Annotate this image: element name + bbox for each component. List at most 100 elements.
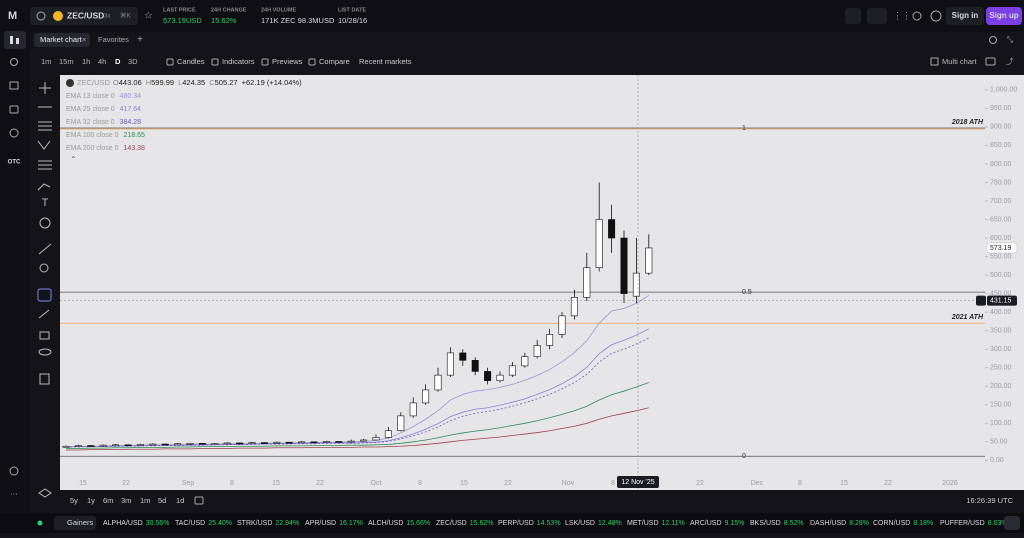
ema-line (66, 337, 649, 448)
timeframe[interactable]: 4h (98, 57, 106, 66)
range-button[interactable]: 6m (103, 496, 113, 505)
tool[interactable]: Recent markets (359, 57, 412, 66)
add-tab[interactable]: + (137, 35, 143, 46)
more-icon[interactable]: ⋯ (10, 489, 18, 498)
tool[interactable]: Candles (177, 57, 205, 66)
favorite-star[interactable]: ☆ (144, 11, 153, 22)
help-icon[interactable] (9, 466, 19, 476)
ticker-item[interactable]: PERP/USD 14.53% (498, 520, 561, 527)
tab-active[interactable] (34, 33, 90, 47)
fullscreen-icon[interactable]: ⤡ (1007, 35, 1014, 44)
x-tick-label: 2026 (942, 480, 958, 487)
candle-body (248, 442, 256, 444)
timeframe[interactable]: 1h (82, 57, 90, 66)
ticker-next[interactable] (1004, 516, 1020, 530)
tool-icon[interactable] (166, 58, 174, 66)
tool-icon[interactable] (308, 58, 316, 66)
delete-tool[interactable] (39, 373, 50, 385)
ticker-item[interactable]: APR/USD 16.17% (305, 520, 363, 527)
dropdown-button[interactable] (867, 8, 887, 24)
y-tick-label: 650.00 (990, 216, 1012, 223)
ticker-change: 8.18% (913, 520, 933, 527)
sign-in[interactable]: Sign in (952, 11, 979, 20)
magnet-tool[interactable] (37, 288, 52, 302)
text-tool[interactable]: T (42, 197, 49, 209)
ticker-pair: ARC/USD (690, 520, 722, 527)
sign-up[interactable]: Sign up (989, 11, 1018, 20)
draw-mode-tool[interactable] (38, 309, 50, 319)
range-button[interactable]: 5d (158, 496, 166, 505)
tool-icon[interactable] (211, 58, 219, 66)
ticker-item[interactable]: DASH/USD 8.28% (810, 520, 869, 527)
sidebar-icon[interactable] (9, 105, 19, 114)
range-button[interactable]: 3m (121, 496, 131, 505)
emoji-tool[interactable] (39, 217, 51, 229)
ticker-pair: PUFFER/USD (940, 520, 985, 527)
channel-tool[interactable] (38, 121, 52, 131)
multi-chart-checkbox[interactable] (930, 57, 939, 66)
layers-tool[interactable] (38, 488, 52, 498)
ticker-item[interactable]: ALCH/USD 15.66% (368, 520, 430, 527)
tool[interactable]: Previews (272, 57, 303, 66)
timeframe[interactable]: 15m (59, 57, 74, 66)
ticker-item[interactable]: PUFFER/USD 8.03% (940, 520, 1008, 527)
tool[interactable]: Compare (319, 57, 350, 66)
candle-body (521, 356, 529, 367)
tab[interactable]: Market chart (40, 35, 83, 44)
timeframe[interactable]: D (115, 57, 121, 66)
tab-close[interactable]: × (82, 35, 86, 44)
sidebar-label[interactable]: OTC (8, 160, 21, 166)
ticker-item[interactable]: ARC/USD 9.15% (690, 520, 744, 527)
sign-in-button[interactable] (946, 7, 984, 25)
legend-collapse[interactable]: ⌃ (70, 155, 77, 164)
zoom-tool[interactable] (39, 263, 49, 273)
gainers-button[interactable] (54, 516, 96, 530)
stat-unit: USD (319, 16, 335, 25)
camera-icon[interactable] (985, 57, 996, 66)
sidebar-active[interactable] (4, 31, 26, 49)
sidebar-icon[interactable] (9, 128, 19, 138)
ticker-item[interactable]: TAC/USD 25.40% (175, 520, 232, 527)
ticker-item[interactable]: BKS/USD 8.52% (750, 520, 804, 527)
brush-tool[interactable] (37, 183, 51, 191)
indicator-name: EMA 200 close 0 (66, 145, 119, 152)
ema-line (66, 382, 649, 449)
tool-icon[interactable] (261, 58, 269, 66)
ticker-title[interactable]: Gainers (67, 518, 94, 527)
y-tick-label: 500.00 (990, 272, 1012, 279)
tab[interactable]: Favorites (98, 35, 129, 44)
language-icon[interactable] (930, 10, 942, 22)
y-tick-label: 850.00 (990, 142, 1012, 149)
ticker-item[interactable]: CORN/USD 8.18% (873, 520, 933, 527)
ticker-item[interactable]: LSK/USD 12.48% (565, 520, 622, 527)
lock-tool[interactable] (39, 331, 50, 340)
crosshair-tool[interactable] (39, 82, 51, 94)
timeframe[interactable]: 1m (41, 57, 51, 66)
ticker-item[interactable]: MET/USD 12.11% (627, 520, 685, 527)
fib-tool[interactable] (38, 160, 52, 170)
range-button[interactable]: 1m (140, 496, 150, 505)
sign-up-button[interactable] (986, 7, 1022, 25)
sidebar-icon[interactable] (9, 81, 19, 90)
share-icon[interactable]: ⤴ (1006, 56, 1014, 66)
layout-button[interactable] (845, 8, 861, 24)
ticker: ALPHA/USD 30.56% TAC/USD 25.40% STRK/USD 22.9… (103, 520, 1008, 527)
ticker-item[interactable]: ALPHA/USD 30.56% (103, 520, 169, 527)
multi-chart[interactable]: Multi chart (942, 57, 978, 66)
sidebar-icon[interactable] (10, 58, 18, 66)
theme-icon[interactable] (912, 11, 922, 21)
visibility-tool[interactable] (38, 348, 52, 356)
ticker-item[interactable]: STRK/USD 22.94% (237, 520, 299, 527)
pattern-tool[interactable] (37, 140, 51, 150)
range-button[interactable]: 5y (70, 496, 78, 505)
candle-body (471, 360, 479, 372)
ticker-item[interactable]: ZEC/USD 15.62% (436, 520, 493, 527)
settings-icon[interactable] (989, 36, 997, 44)
range-button[interactable]: 1y (87, 496, 95, 505)
timeframe[interactable]: 3D (128, 57, 138, 66)
tool[interactable]: Indicators (222, 57, 255, 66)
date-range-icon[interactable] (194, 496, 204, 505)
range-button[interactable]: 1d (176, 496, 184, 505)
apps-icon[interactable]: ⋮⋮ (893, 10, 911, 20)
ruler-tool[interactable] (38, 243, 52, 255)
